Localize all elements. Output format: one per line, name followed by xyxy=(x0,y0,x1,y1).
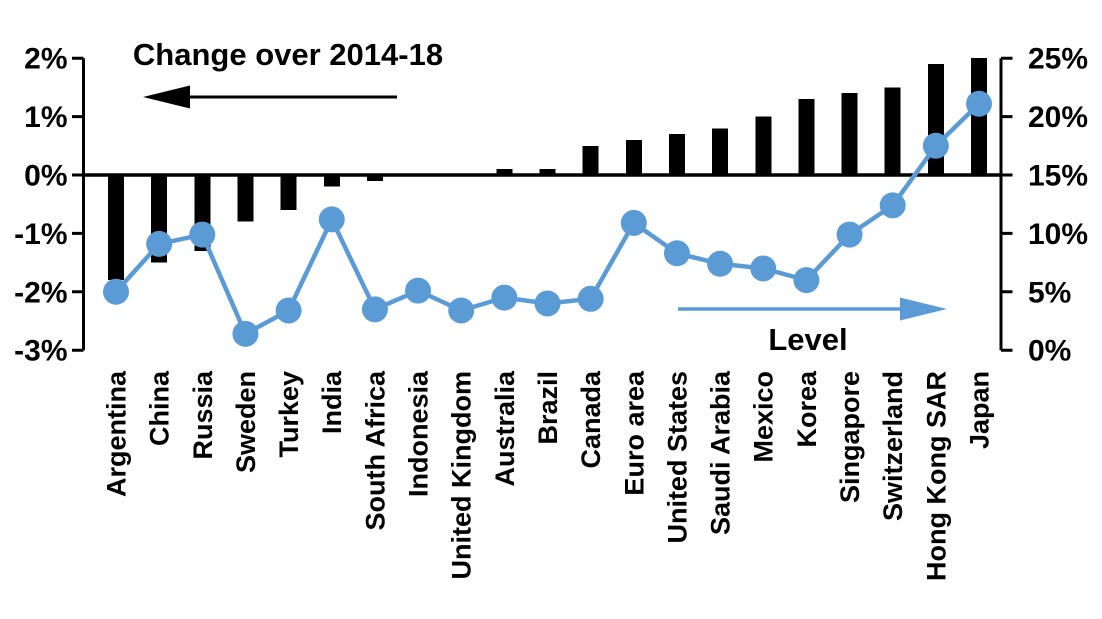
category-label-turkey: Turkey xyxy=(274,371,304,458)
category-label-australia: Australia xyxy=(490,370,520,487)
point-hong-kong-sar xyxy=(922,132,949,159)
category-label-indonesia: Indonesia xyxy=(404,370,434,497)
category-label-united-states: United States xyxy=(662,371,692,544)
point-sweden xyxy=(232,320,259,347)
point-japan xyxy=(966,90,992,117)
point-saudi-arabia xyxy=(707,250,734,277)
right-axis-tick-label-1: 20% xyxy=(1028,101,1088,134)
right-axis-tick-label-4: 5% xyxy=(1028,276,1071,309)
right-axis xyxy=(999,56,1013,352)
point-canada xyxy=(577,285,604,312)
point-singapore xyxy=(836,221,863,248)
left-axis-tick-label-1: 1% xyxy=(24,101,67,134)
point-korea xyxy=(793,267,820,294)
left-axis-tick-label-0: 2% xyxy=(24,43,67,76)
category-label-switzerland: Switzerland xyxy=(878,371,908,521)
bar-saudi-arabia xyxy=(712,128,729,175)
bar-turkey xyxy=(280,175,297,211)
bar-mexico xyxy=(755,116,772,175)
bar-australia xyxy=(496,169,513,175)
point-switzerland xyxy=(879,192,906,219)
change-arrow-left-icon xyxy=(143,85,190,109)
point-australia xyxy=(491,284,518,311)
point-united-kingdom xyxy=(448,297,475,324)
bar-brazil xyxy=(539,169,556,175)
bar-south-africa xyxy=(366,175,383,181)
category-label-euro-area: Euro area xyxy=(619,370,649,496)
point-indonesia xyxy=(405,277,432,304)
level-annotation-label: Level xyxy=(768,322,847,357)
right-axis-tick-label-0: 25% xyxy=(1028,43,1088,76)
point-russia xyxy=(189,221,216,248)
category-label-singapore: Singapore xyxy=(835,371,865,503)
category-label-india: India xyxy=(317,370,347,434)
category-label-south-africa: South Africa xyxy=(360,370,390,530)
left-axis-tick-label-3: -1% xyxy=(14,218,67,251)
category-label-china: China xyxy=(145,370,175,446)
point-euro-area xyxy=(620,209,647,236)
point-mexico xyxy=(750,255,777,282)
category-label-russia: Russia xyxy=(188,370,218,460)
bar-argentina xyxy=(108,175,124,281)
bar-korea xyxy=(798,99,815,175)
bar-euro-area xyxy=(625,139,642,175)
category-label-japan: Japan xyxy=(964,371,994,449)
level-arrow-right-icon xyxy=(900,297,947,321)
left-axis-tick-label-5: -3% xyxy=(14,335,67,368)
point-argentina xyxy=(103,278,129,305)
point-turkey xyxy=(275,297,302,324)
point-south-africa xyxy=(361,296,388,323)
change-annotation-label: Change over 2014-18 xyxy=(133,37,443,72)
point-china xyxy=(146,230,173,257)
bar-united-states xyxy=(668,134,685,175)
point-united-states xyxy=(663,240,690,267)
left-axis-tick-label-2: 0% xyxy=(24,160,67,193)
right-axis-tick-label-2: 15% xyxy=(1028,160,1088,193)
bar-canada xyxy=(582,145,599,175)
category-label-mexico: Mexico xyxy=(749,371,779,463)
category-label-united-kingdom: United Kingdom xyxy=(447,371,477,579)
category-label-canada: Canada xyxy=(576,370,606,469)
bar-singapore xyxy=(841,93,858,175)
left-axis xyxy=(72,56,85,352)
category-label-korea: Korea xyxy=(792,370,822,448)
category-label-sweden: Sweden xyxy=(231,371,261,473)
category-label-brazil: Brazil xyxy=(533,371,563,445)
right-axis-tick-label-5: 0% xyxy=(1028,335,1071,368)
point-india xyxy=(318,206,345,233)
left-axis-tick-label-4: -2% xyxy=(14,276,67,309)
bar-sweden xyxy=(237,175,254,222)
point-brazil xyxy=(534,290,561,317)
category-label-hong-kong-sar: Hong Kong SAR xyxy=(921,371,951,581)
bar-switzerland xyxy=(884,87,901,175)
bar-india xyxy=(323,175,340,187)
right-axis-tick-label-3: 10% xyxy=(1028,218,1088,251)
category-label-argentina: Argentina xyxy=(101,370,131,497)
category-label-saudi-arabia: Saudi Arabia xyxy=(706,370,736,535)
